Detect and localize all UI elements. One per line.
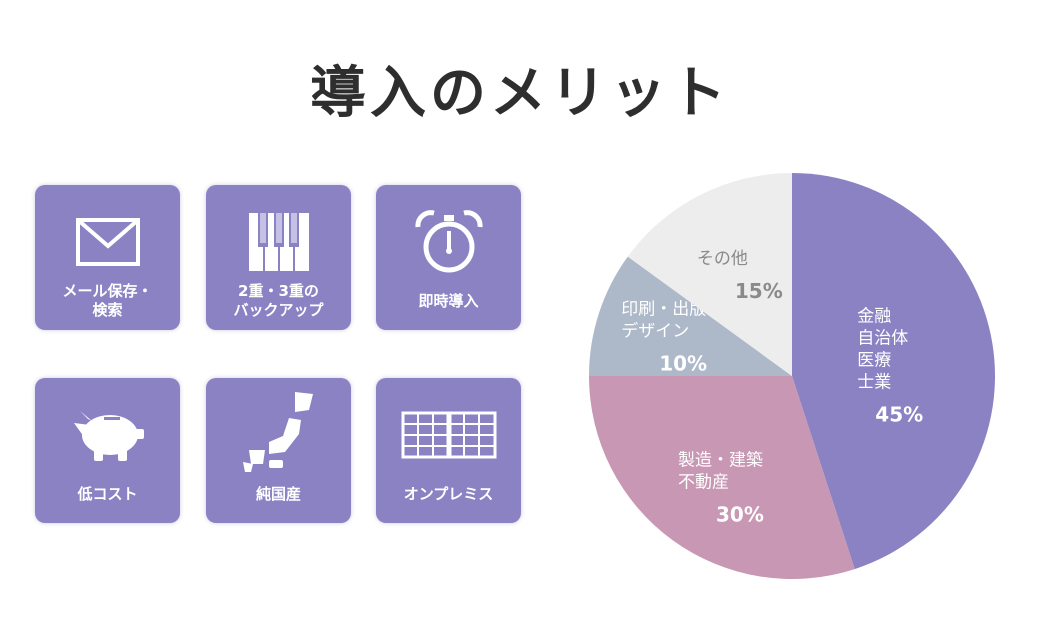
pie-slice-label: その他 xyxy=(697,249,748,269)
pie-value-label: 15% xyxy=(735,279,783,303)
pie-slice-label: 自治体 xyxy=(857,328,908,348)
pie-slice-label: 不動産 xyxy=(678,472,729,492)
tile-low-cost[interactable]: 低コスト xyxy=(35,378,180,523)
pie-slice-label: 印刷・出版 xyxy=(621,299,706,319)
tile-on-premise[interactable]: オンプレミス xyxy=(376,378,521,523)
tile-instant-setup[interactable]: 即時導入 xyxy=(376,185,521,330)
alarm-clock-icon xyxy=(376,207,521,277)
pie-value-label: 10% xyxy=(659,351,707,375)
tile-label: 低コスト xyxy=(77,484,138,503)
pie-slice-label: 士業 xyxy=(857,372,891,392)
pie-slice-label: 製造・建築 xyxy=(678,450,763,470)
japan-map-icon xyxy=(206,390,351,474)
pie-value-label: 45% xyxy=(875,402,923,426)
tile-label: メール保存・ 検索 xyxy=(62,282,153,319)
tile-label: 純国産 xyxy=(255,484,301,503)
tile-label: 2重・3重の バックアップ xyxy=(233,282,324,319)
grid-calendar-icon xyxy=(376,400,521,470)
tile-label: 即時導入 xyxy=(418,291,479,310)
pie-slice-label: デザイン xyxy=(621,320,689,341)
piano-keys-icon xyxy=(206,207,351,277)
piggy-bank-icon xyxy=(35,400,180,470)
pie-slice xyxy=(627,173,792,376)
tile-label: オンプレミス xyxy=(403,484,494,503)
pie-value-label: 30% xyxy=(716,502,764,526)
envelope-icon xyxy=(35,207,180,277)
pie-slice xyxy=(589,376,855,579)
pie-slice xyxy=(589,256,792,376)
pie-slice-label: 医療 xyxy=(857,350,891,370)
pie-slice-label: 金融 xyxy=(857,306,891,326)
tile-mail-archive[interactable]: メール保存・ 検索 xyxy=(35,185,180,330)
page-title: 導入のメリット xyxy=(310,60,730,126)
pie-slice xyxy=(792,173,995,570)
tile-backup[interactable]: 2重・3重の バックアップ xyxy=(206,185,351,330)
tile-domestic[interactable]: 純国産 xyxy=(206,378,351,523)
